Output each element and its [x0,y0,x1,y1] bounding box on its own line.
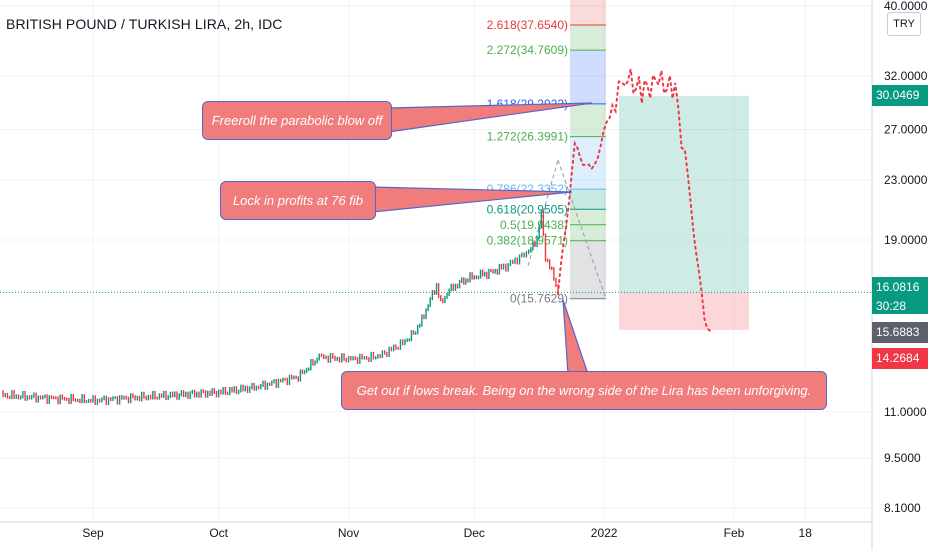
x-tick-label: Oct [209,526,228,540]
y-tick-label: 40.0000 [884,0,928,13]
price-label-last: 16.0816 [872,277,928,298]
fib-band-top [570,0,606,25]
annotation-text: Get out if lows break. Being on the wron… [356,383,812,398]
fib-band [570,103,606,137]
currency-button[interactable]: TRY [887,12,921,36]
callout-arrows [371,102,593,375]
y-tick-label: 11.0000 [884,405,927,419]
long-position-tool [619,95,749,331]
fib-band [570,189,606,210]
chart-grid [0,0,872,522]
position-loss-zone [619,292,749,331]
y-tick-label: 9.5000 [884,451,921,465]
x-tick-label: 2022 [591,526,618,540]
position-profit-zone [619,95,749,293]
symbol-title: BRITISH POUND / TURKISH LIRA, 2h, IDC [6,16,283,32]
x-tick-label: Nov [338,526,359,540]
projection-path [557,69,715,333]
fib-trendline [557,159,607,299]
price-label-target: 30.0469 [872,85,928,106]
fib-level-label: 1.272(26.3991) [487,130,568,144]
fib-band [570,240,606,299]
annotation-text: Freeroll the parabolic blow off [211,113,383,128]
price-series [2,210,559,406]
y-tick-label: 19.0000 [884,233,928,247]
callout-pointer [387,102,593,133]
annotation-freeroll: Freeroll the parabolic blow off [202,101,392,140]
price-countdown: 30:28 [872,298,928,314]
y-tick-label: 32.0000 [884,69,928,83]
projection-line [557,69,715,333]
fib-trendline [527,159,559,266]
fib-band [570,24,606,51]
price-label-stop: 14.2684 [872,348,928,369]
x-tick-label: Feb [724,526,745,540]
fib-band [570,224,606,241]
annotation-lock-profits: Lock in profits at 76 fib [220,181,376,220]
annotation-lows-break: Get out if lows break. Being on the wron… [341,371,827,410]
fib-extension: 2.618(37.6540)2.272(34.7609)1.618(29.292… [487,0,607,306]
x-tick-label: Sep [82,526,104,540]
fib-level-label: 2.272(34.7609) [487,43,568,57]
fib-band [570,50,606,104]
fib-level-label: 0.618(20.9505) [487,202,568,216]
fib-level-label: 0(15.7629) [510,292,568,306]
fib-level-label: 0.382(18.9571) [487,234,568,248]
y-tick-label: 27.0000 [884,123,928,137]
fib-band [570,209,606,225]
callout-pointer [562,299,589,375]
x-tick-label: 18 [799,526,813,540]
y-tick-label: 23.0000 [884,173,928,187]
fib-level-label: 0.5(19.9438) [500,218,568,232]
annotation-text: Lock in profits at 76 fib [232,193,364,208]
y-tick-label: 8.1000 [884,501,921,515]
x-tick-label: Dec [464,526,485,540]
fib-level-label: 2.618(37.6540) [487,18,568,32]
price-label-prev: 15.6883 [872,322,928,343]
